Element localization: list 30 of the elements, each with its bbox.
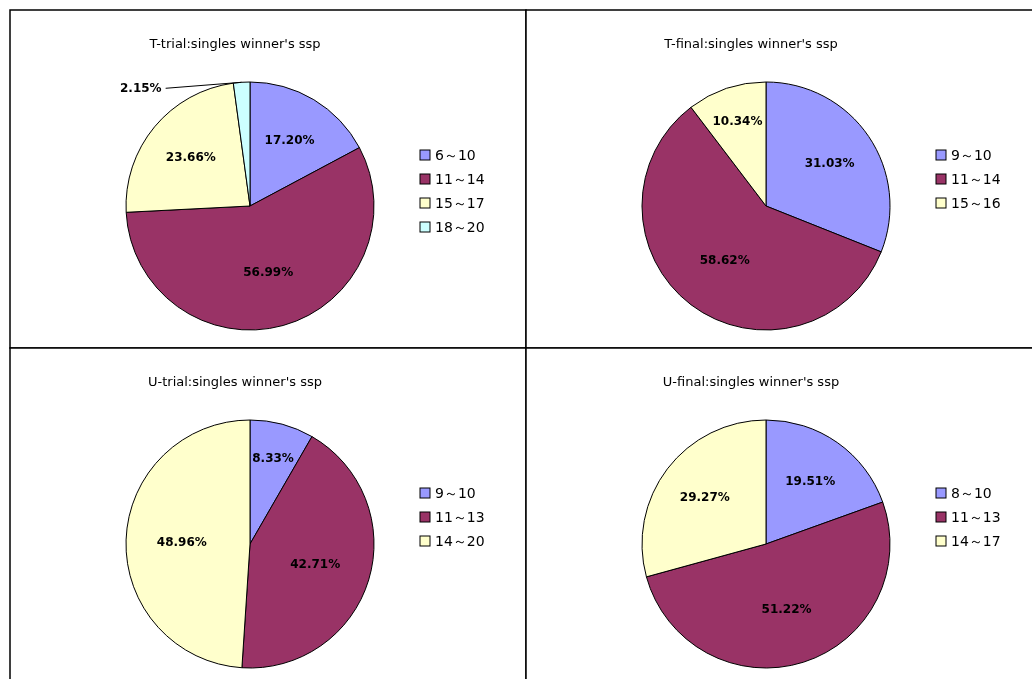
legend-label: 9～10	[951, 147, 992, 163]
legend-label: 9～10	[435, 485, 476, 501]
data-label: 8.33%	[252, 450, 294, 465]
legend-label: 14～17	[951, 533, 1001, 549]
data-label: 58.62%	[699, 253, 750, 268]
legend-label: 15～17	[435, 195, 485, 211]
data-label: 56.99%	[243, 264, 294, 279]
chart-title: T-trial:singles winner's ssp	[148, 36, 321, 51]
legend-label: 11～14	[951, 171, 1001, 187]
data-label: 31.03%	[804, 155, 855, 170]
data-label: 10.34%	[712, 114, 763, 129]
data-label: 29.27%	[679, 490, 730, 505]
data-label: 23.66%	[165, 149, 216, 164]
chart-title: T-final:singles winner's ssp	[663, 36, 838, 51]
data-label: 17.20%	[264, 133, 315, 148]
legend-label: 11～13	[951, 509, 1001, 525]
data-label: 51.22%	[761, 602, 812, 617]
data-label: 19.51%	[785, 474, 836, 489]
legend-label: 18～20	[435, 219, 485, 235]
legend-label: 11～14	[435, 171, 485, 187]
data-label: 42.71%	[290, 556, 341, 571]
legend-label: 6～10	[435, 147, 476, 163]
legend-label: 8～10	[951, 485, 992, 501]
chart-title: U-trial:singles winner's ssp	[148, 374, 322, 389]
legend-label: 14～20	[435, 533, 485, 549]
chart-title: U-final:singles winner's ssp	[662, 374, 840, 389]
legend-label: 11～13	[435, 509, 485, 525]
data-label: 48.96%	[156, 534, 207, 549]
data-label: 2.15%	[119, 81, 162, 96]
legend-label: 15～16	[951, 195, 1001, 211]
